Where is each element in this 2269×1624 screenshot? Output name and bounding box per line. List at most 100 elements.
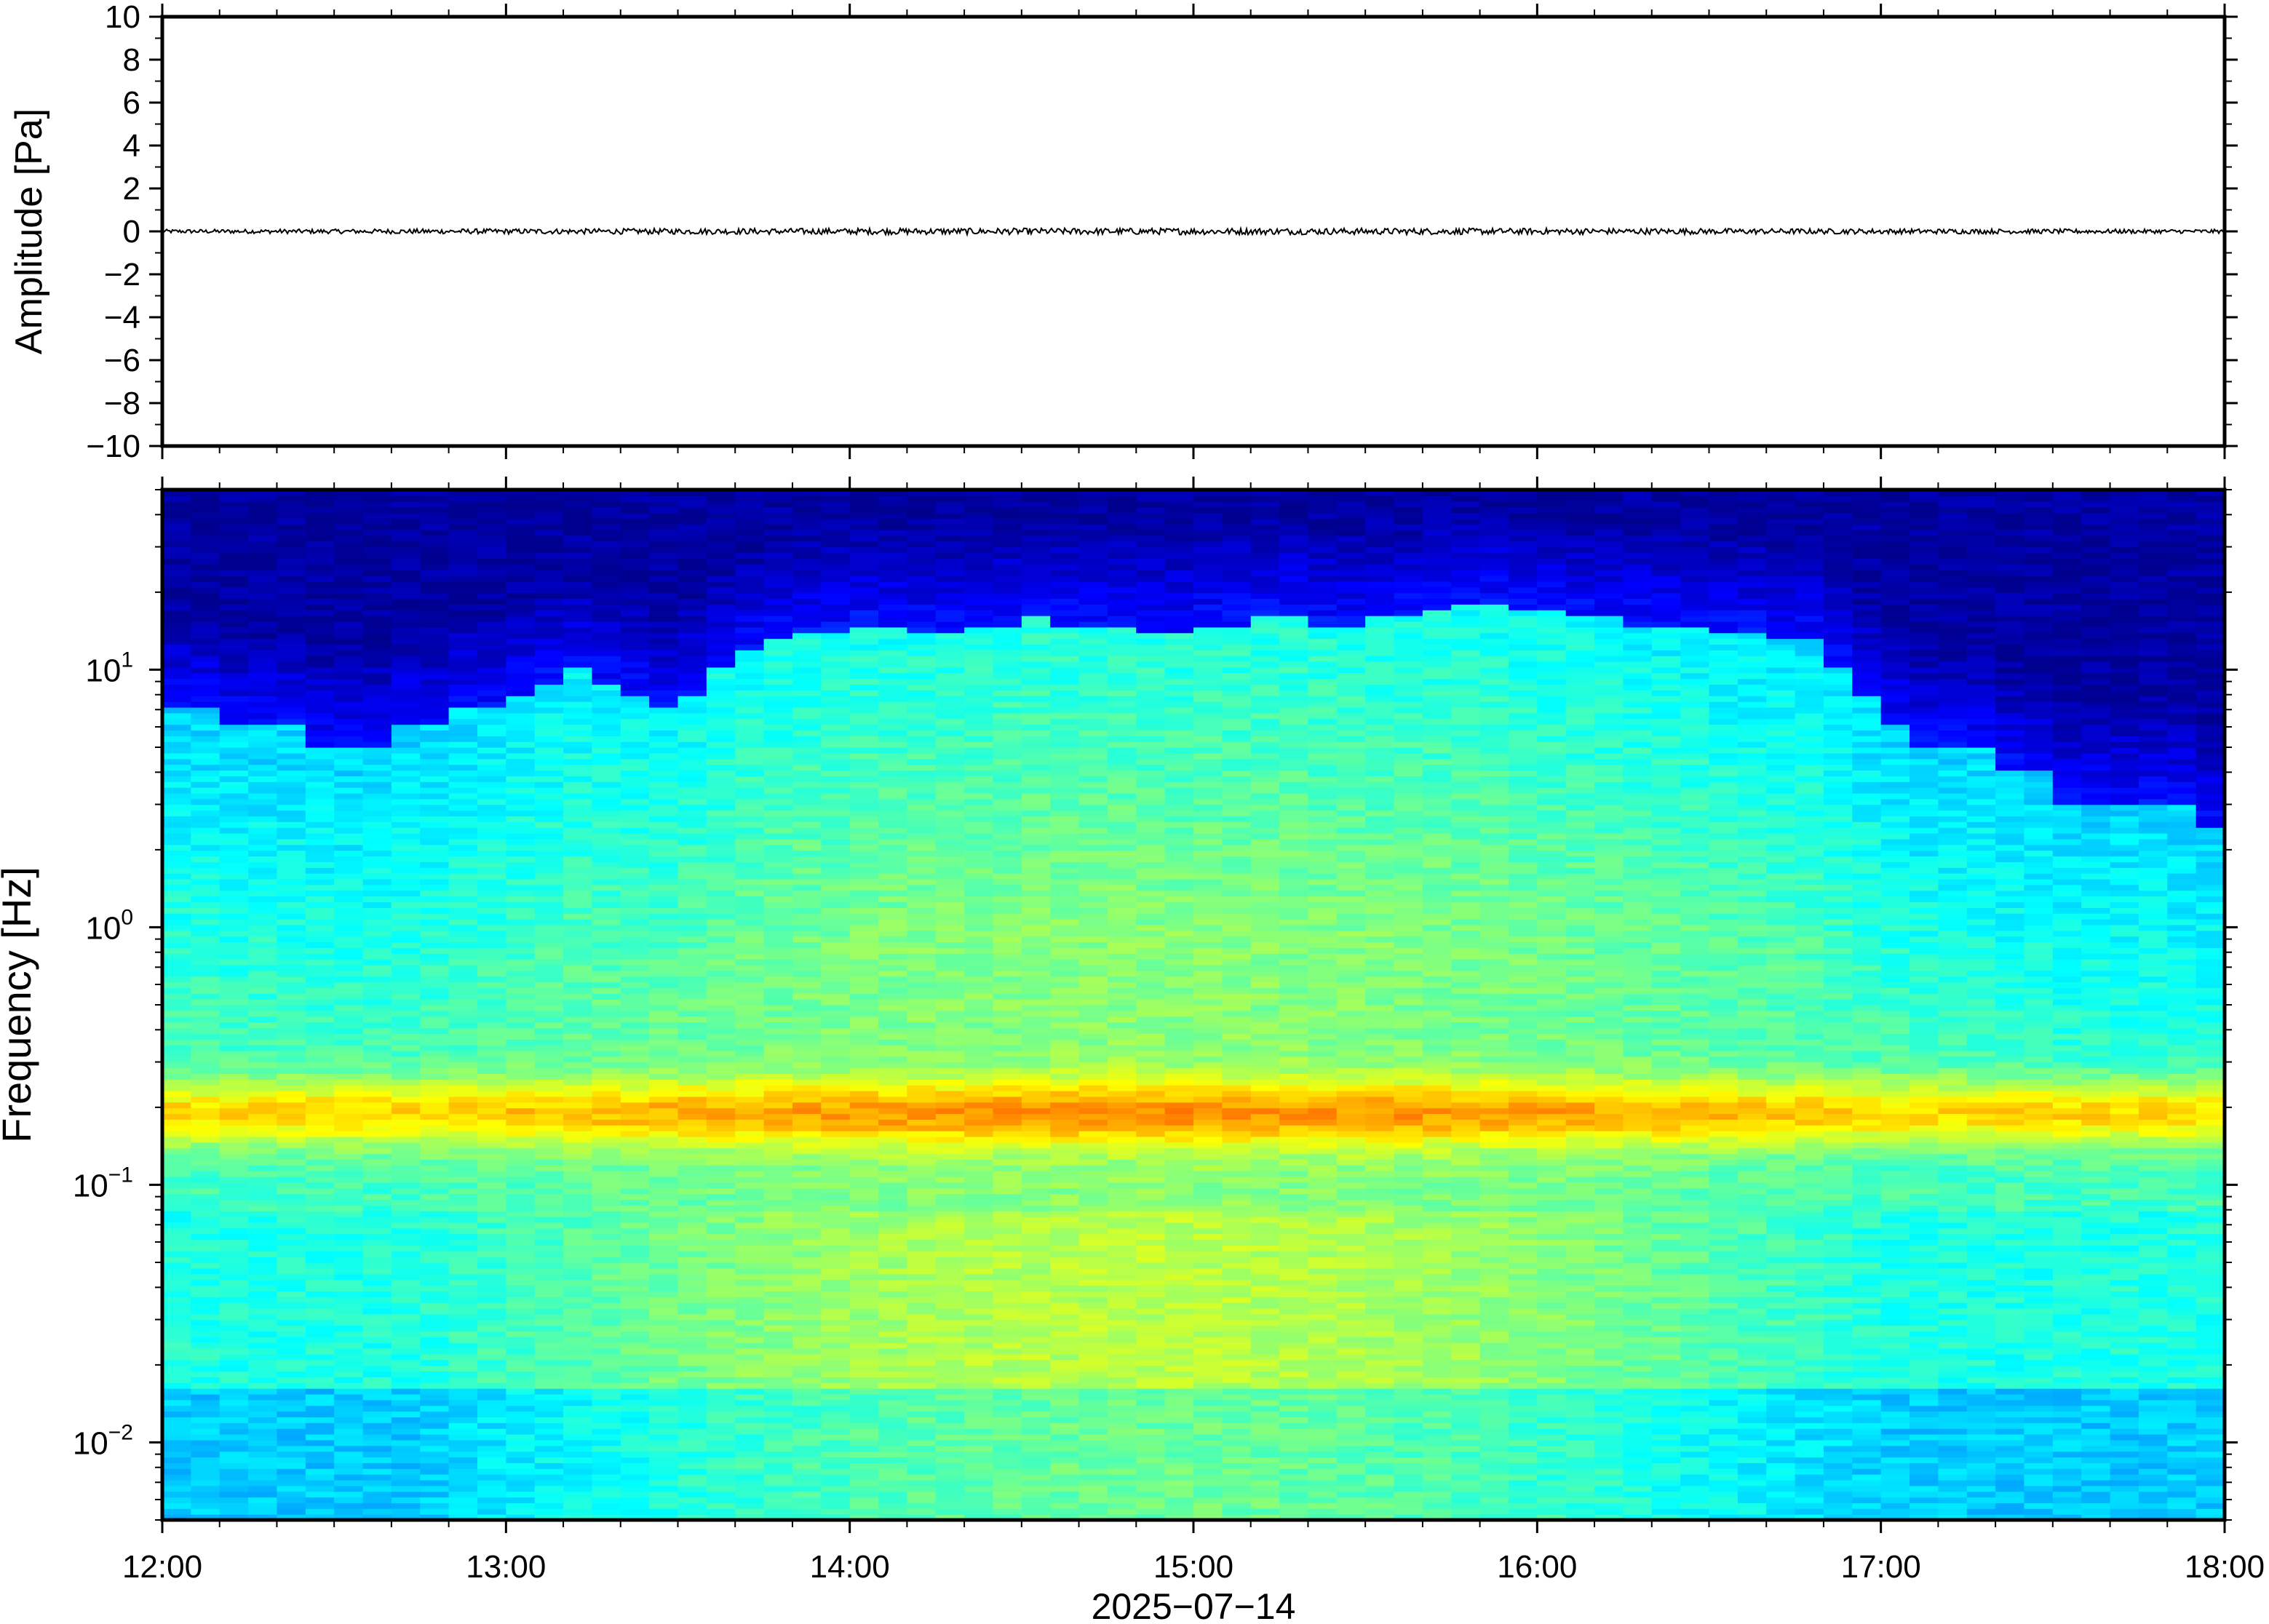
spectrogram-cell — [592, 712, 621, 720]
spectrogram-cell — [277, 1119, 306, 1126]
spectrogram-cell — [763, 638, 793, 645]
spectrogram-cell — [534, 1016, 564, 1023]
spectrogram-cell — [448, 1245, 478, 1251]
spectrogram-cell — [763, 1388, 793, 1395]
spectrogram-cell — [477, 1079, 506, 1086]
spectrogram-cell — [362, 1485, 392, 1492]
spectrogram-cell — [334, 1325, 364, 1332]
spectrogram-cell — [277, 701, 306, 708]
spectrogram-cell — [763, 1439, 793, 1446]
spectrogram-cell — [878, 913, 907, 920]
spectrogram-cell — [191, 1365, 220, 1372]
spectrogram-cell — [362, 752, 392, 760]
spectrogram-cell — [849, 1337, 879, 1343]
spectrogram-cell — [334, 644, 364, 650]
spectrogram-cell — [362, 490, 392, 496]
spectrogram-cell — [448, 993, 478, 1000]
spectrogram-cell — [821, 718, 851, 725]
spectrogram-cell — [219, 541, 249, 548]
spectrogram-cell — [534, 1239, 564, 1246]
spectrogram-cell — [219, 884, 249, 891]
spectrogram-cell — [448, 1027, 478, 1034]
spectrogram-cell — [735, 666, 765, 674]
spectrogram-cell — [506, 678, 536, 685]
spectrogram-cell — [219, 856, 249, 862]
spectrogram-cell — [735, 873, 765, 880]
spectrogram-cell — [162, 1514, 191, 1520]
spectrogram-cell — [219, 718, 249, 725]
spectrogram-cell — [248, 592, 278, 600]
spectrogram-cell — [219, 661, 249, 668]
spectrogram-cell — [763, 1411, 793, 1417]
spectrogram-cell — [792, 1107, 822, 1115]
spectrogram-cell — [792, 1136, 822, 1143]
spectrogram-cell — [763, 976, 793, 983]
spectrogram-cell — [649, 741, 679, 748]
spectrogram-cell — [448, 1033, 478, 1040]
spectrogram-cell — [162, 913, 191, 920]
spectrogram-cell — [420, 1119, 450, 1126]
spectrogram-cell — [563, 1491, 593, 1498]
spectrogram-cell — [649, 861, 679, 868]
spectrogram-cell — [362, 867, 392, 874]
spectrogram-cell — [248, 752, 278, 760]
spectrogram-cell — [162, 787, 191, 794]
spectrogram-cell — [162, 1062, 191, 1069]
spectrogram-cell — [563, 1388, 593, 1395]
spectrogram-cell — [620, 638, 650, 645]
spectrogram-cell — [506, 1434, 536, 1441]
spectrogram-cell — [563, 758, 593, 765]
spectrogram-cell — [592, 610, 621, 616]
spectrogram-cell — [506, 741, 536, 748]
spectrogram-cell — [448, 650, 478, 656]
spectrogram-cell — [362, 1251, 392, 1257]
spectrogram-cell — [792, 706, 822, 714]
spectrogram-cell — [649, 495, 679, 502]
spectrogram-cell — [792, 1399, 822, 1406]
spectrogram-cell — [219, 1502, 249, 1509]
spectrogram-cell — [592, 501, 621, 508]
amplitude-ytick-label: 0 — [123, 214, 140, 250]
spectrogram-cell — [334, 512, 364, 519]
spectrogram-cell — [592, 913, 621, 920]
spectrogram-cell — [477, 758, 506, 765]
spectrogram-cell — [334, 1193, 364, 1201]
spectrogram-cell — [821, 1159, 851, 1166]
spectrogram-cell — [248, 1045, 278, 1051]
spectrogram-cell — [821, 1371, 851, 1377]
spectrogram-cell — [735, 1382, 765, 1389]
spectrogram-cell — [191, 1474, 220, 1481]
spectrogram-cell — [849, 1131, 879, 1137]
spectrogram-cell — [534, 1497, 564, 1503]
spectrogram-cell — [563, 1187, 593, 1195]
spectrogram-cell — [477, 564, 506, 570]
spectrogram-cell — [506, 581, 536, 588]
spectrogram-cell — [362, 987, 392, 994]
spectrogram-cell — [735, 953, 765, 960]
spectrogram-cell — [191, 570, 220, 576]
spectrogram-cell — [735, 1267, 765, 1275]
spectrogram-cell — [677, 953, 707, 960]
spectrogram-cell — [878, 1457, 907, 1463]
spectrogram-cell — [191, 1217, 220, 1223]
spectrogram-cell — [735, 919, 765, 926]
spectrogram-cell — [706, 1462, 736, 1469]
spectrogram-cell — [735, 752, 765, 760]
spectrogram-cell — [821, 576, 851, 582]
spectrogram-cell — [649, 570, 679, 576]
spectrogram-cell — [391, 1182, 421, 1189]
spectrogram-cell — [448, 919, 478, 926]
spectrogram-cell — [792, 1279, 822, 1286]
spectrogram-cell — [448, 1177, 478, 1183]
spectrogram-cell — [735, 1062, 765, 1069]
spectrogram-cell — [534, 867, 564, 874]
spectrogram-cell — [878, 570, 907, 576]
spectrogram-cell — [849, 672, 879, 680]
spectrogram-cell — [821, 1102, 851, 1109]
spectrogram-cell — [277, 1451, 306, 1458]
spectrogram-cell — [162, 890, 191, 897]
spectrogram-cell — [735, 1045, 765, 1051]
spectrogram-cell — [334, 1153, 364, 1160]
spectrogram-cell — [677, 1348, 707, 1355]
spectrogram-cell — [219, 1227, 249, 1235]
